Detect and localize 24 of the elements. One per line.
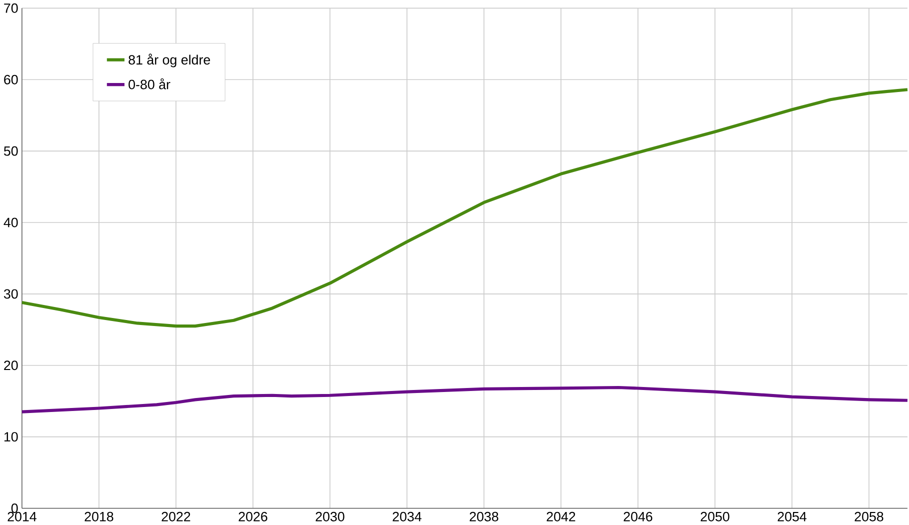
legend-label: 81 år og eldre: [128, 54, 210, 68]
y-tick-label: 60: [4, 74, 18, 84]
x-tick-label: 2030: [316, 512, 344, 522]
x-tick-label: 2026: [238, 512, 268, 522]
x-tick-label: 2046: [624, 512, 652, 522]
line-series: [20, 386, 909, 414]
x-tick-label: 2022: [162, 512, 190, 522]
y-tick-label: 20: [4, 360, 18, 370]
x-tick-label: 2050: [700, 512, 730, 522]
x-tick-label: 2054: [778, 512, 806, 522]
y-tick-label: 30: [4, 289, 18, 299]
y-tick-label: 10: [4, 432, 18, 442]
y-tick-label: 70: [4, 4, 18, 13]
x-tick-label: 2014: [8, 512, 36, 522]
x-tick-label: 2018: [84, 512, 114, 522]
y-tick-label: 0: [11, 504, 18, 514]
x-tick-label: 2034: [392, 512, 422, 522]
x-tick-label: 2058: [854, 512, 884, 522]
legend-label: 0-80 år: [128, 78, 170, 90]
y-tick-label: 40: [4, 218, 18, 228]
line-series: [20, 88, 909, 328]
x-tick-label: 2042: [546, 512, 576, 522]
x-tick-label: 2038: [470, 512, 498, 522]
y-tick-label: 50: [4, 146, 18, 156]
